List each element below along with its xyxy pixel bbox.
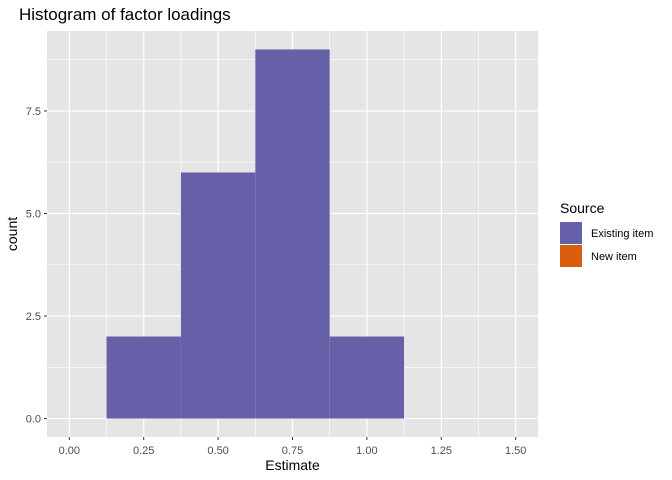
histogram-bars bbox=[106, 49, 405, 419]
x-tick-label: 1.25 bbox=[431, 445, 452, 457]
x-tick-label: 0.25 bbox=[133, 445, 154, 457]
x-tick-label: 0.50 bbox=[207, 445, 228, 457]
legend-label: New item bbox=[591, 251, 637, 263]
y-axis-title: count bbox=[4, 217, 20, 251]
y-tick-label: 7.5 bbox=[26, 106, 41, 118]
histogram-bar bbox=[106, 336, 181, 419]
legend-entries: Existing item New item bbox=[560, 222, 653, 267]
legend: Source Existing item New item bbox=[560, 200, 653, 267]
histogram-bar bbox=[180, 172, 256, 419]
y-tick-label: 0.0 bbox=[26, 414, 41, 426]
x-axis-title: Estimate bbox=[265, 457, 320, 473]
x-tick-label: 1.00 bbox=[356, 445, 377, 457]
y-tick-label: 5.0 bbox=[26, 208, 41, 220]
x-tick-label: 1.50 bbox=[505, 445, 526, 457]
x-tick-label: 0.75 bbox=[282, 445, 303, 457]
y-tick-label: 2.5 bbox=[26, 311, 41, 323]
chart-title: Histogram of factor loadings bbox=[19, 5, 231, 24]
legend-key-swatch bbox=[560, 222, 582, 244]
legend-title: Source bbox=[560, 200, 605, 216]
histogram-bar bbox=[329, 336, 405, 419]
legend-label: Existing item bbox=[591, 228, 653, 240]
y-axis-ticks: 0.0 2.5 5.0 7.5 bbox=[26, 106, 47, 426]
x-axis-ticks: 0.00 0.25 0.50 0.75 1.00 1.25 1.50 bbox=[59, 437, 526, 457]
histogram-bar bbox=[255, 49, 330, 419]
x-tick-label: 0.00 bbox=[59, 445, 80, 457]
legend-key-swatch bbox=[560, 245, 582, 267]
